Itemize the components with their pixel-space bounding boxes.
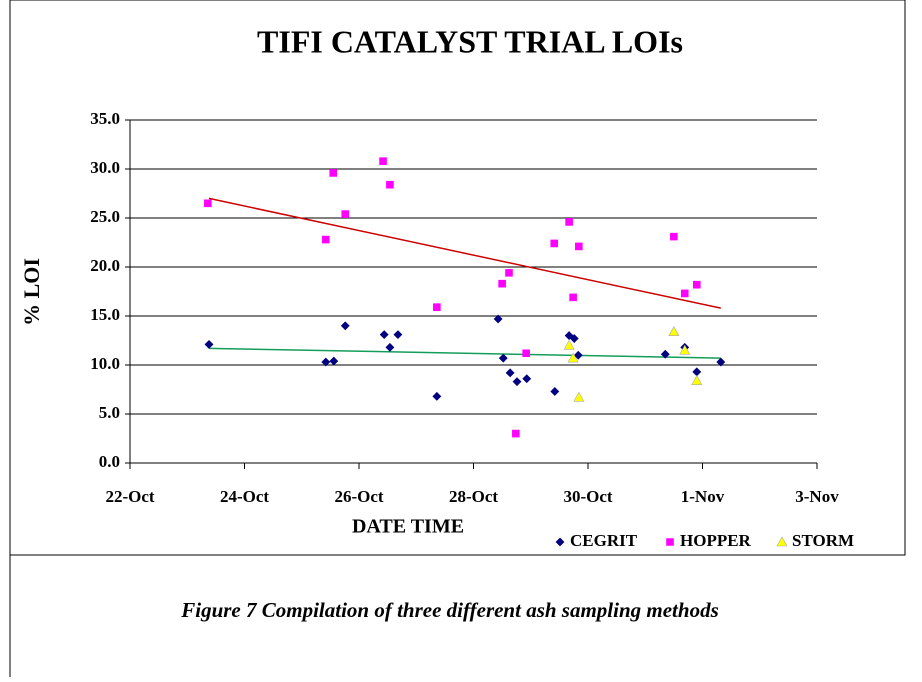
point [386,180,394,189]
y-tick-label: 20.0 [90,256,120,275]
x-axis-label: DATE TIME [352,516,464,538]
point [550,239,559,248]
point [329,169,338,177]
point [522,349,530,358]
point [204,199,212,208]
point [563,339,575,350]
chart-frame [9,0,906,556]
point [498,279,506,288]
point [512,377,522,387]
y-tick-label: 30.0 [90,158,120,177]
x-tick-label: 22-Oct [105,487,154,506]
point [569,293,577,302]
point [679,344,691,355]
trendline [208,197,721,309]
point [550,387,560,396]
point [573,350,583,360]
y-tick-label: 0.0 [99,452,120,471]
point [379,330,389,340]
legend-label: CEGRIT [570,531,638,550]
point [660,349,670,359]
x-tick-label: 24-Oct [220,487,269,506]
point [692,280,701,289]
trendline [208,347,721,359]
y-axis-label: % LOI [19,258,44,326]
point [505,368,515,378]
x-tick-label: 3-Nov [795,487,839,506]
point [575,242,583,251]
chart-title: TIFI CATALYST TRIAL LOIs [257,23,683,59]
point [341,210,350,218]
point [522,374,532,384]
point [569,334,579,343]
legend-marker [555,537,565,547]
point [716,357,726,367]
point [505,269,513,277]
x-tick-label: 30-Oct [563,487,612,506]
y-tick-label: 5.0 [99,403,120,422]
point [670,232,678,241]
point [680,289,689,298]
y-tick-label: 15.0 [90,305,120,324]
legend-label: STORM [792,531,854,550]
point [567,352,579,363]
x-tick-label: 1-Nov [681,487,725,506]
point [433,303,441,311]
point [321,235,330,244]
caption: Figure 7 Compilation of three different … [180,598,719,622]
point [512,429,520,438]
point [668,326,680,336]
point [321,357,331,367]
point [385,342,395,352]
y-tick-label: 25.0 [90,207,120,226]
legend-label: HOPPER [680,531,752,550]
point [493,314,503,324]
point [498,353,508,363]
y-tick-label: 35.0 [90,109,120,128]
point [329,356,339,366]
point [691,375,703,385]
legend-marker [776,536,788,547]
point [393,330,403,340]
y-tick-label: 10.0 [90,354,120,373]
point [565,218,573,226]
x-tick-label: 26-Oct [334,487,383,506]
point [204,339,214,349]
point [573,391,585,402]
point [379,157,387,165]
x-tick-label: 28-Oct [449,487,498,506]
point [432,391,442,401]
point [340,321,350,331]
legend-marker [666,538,674,546]
